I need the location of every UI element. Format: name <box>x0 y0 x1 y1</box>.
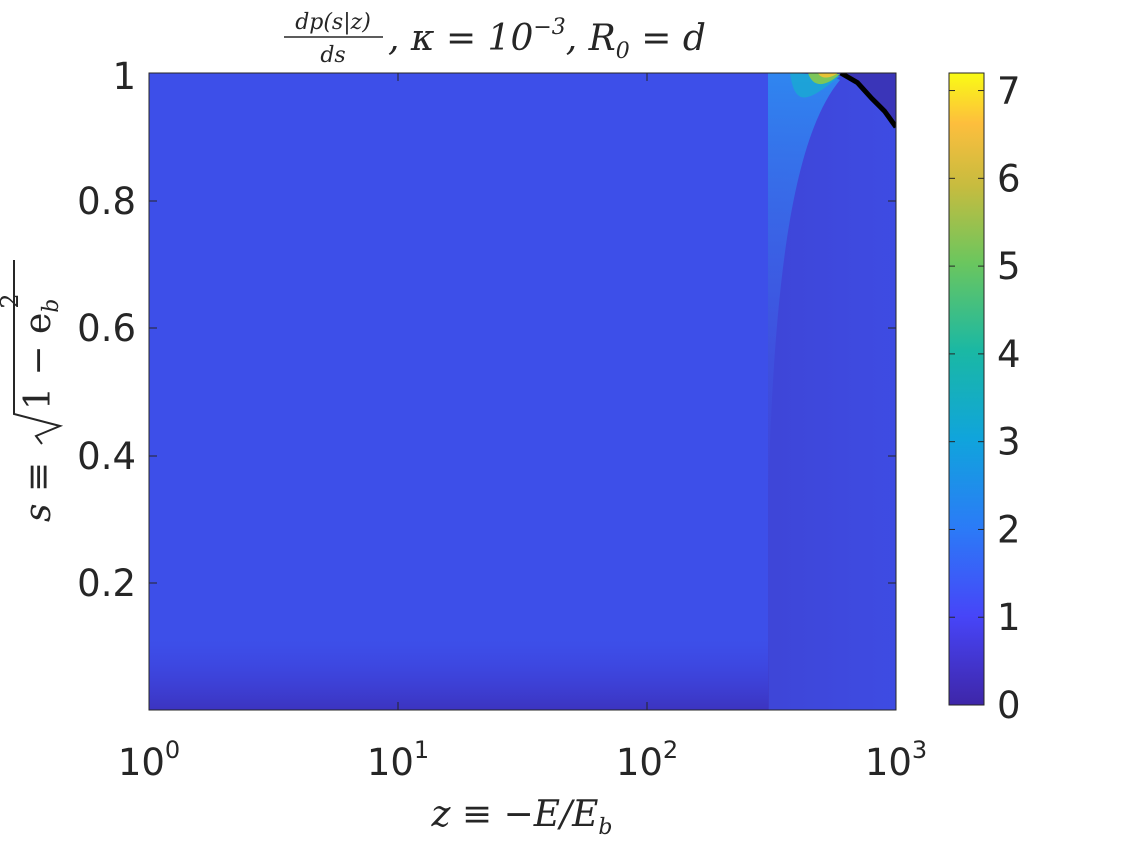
boundary-curve <box>839 73 896 129</box>
y-tick-label: 1 <box>112 55 136 98</box>
colorbar-tick-label: 6 <box>997 157 1021 200</box>
y-tick-0.8: 0.8 <box>77 180 896 223</box>
heatmap-right-cap <box>845 73 896 128</box>
colorbar-tick-label: 4 <box>997 333 1021 376</box>
title-frac-denominator: ds <box>320 43 345 68</box>
x-axis-label: z ≡ −E/Eb <box>431 794 613 840</box>
y-tick-label: 0.2 <box>77 562 136 605</box>
colorbar-tick-label: 7 <box>997 70 1021 113</box>
x-tick-1e3: 103 <box>865 702 927 784</box>
x-tick-label: 103 <box>865 736 927 784</box>
svg-text:1 − eb2: 1 − eb2 <box>0 293 64 410</box>
heatmap-ridge <box>768 73 840 520</box>
heatmap-peak-core <box>818 73 838 78</box>
y-tick-1: 1 <box>112 55 896 98</box>
heatmap <box>149 73 896 710</box>
colorbar: 0 1 2 3 4 5 6 7 <box>948 70 1021 727</box>
title-frac-numerator: dp(s|z) <box>295 10 371 35</box>
y-tick-label: 0.4 <box>77 435 136 478</box>
y-tick-0.6: 0.6 <box>77 307 896 350</box>
y-axis: 0.2 0.4 0.6 0.8 1 <box>77 55 896 605</box>
x-tick-1e1: 101 <box>367 73 429 784</box>
y-tick-0.2: 0.2 <box>77 562 896 605</box>
heatmap-bottom-shade <box>149 640 769 710</box>
colorbar-gradient <box>948 72 985 706</box>
plot-frame <box>148 72 897 711</box>
x-axis: 100 101 102 103 <box>118 73 927 784</box>
x-tick-label: 102 <box>616 736 678 784</box>
svg-text:s ≡: s ≡ <box>18 462 59 522</box>
sqrt-symbol <box>13 260 64 445</box>
colorbar-ticks: 0 1 2 3 4 5 6 7 <box>949 70 1021 727</box>
x-tick-1e2: 102 <box>616 73 678 784</box>
y-tick-0.4: 0.4 <box>77 435 896 478</box>
y-tick-label: 0.6 <box>77 307 136 350</box>
x-tick-label: 100 <box>118 736 180 784</box>
colorbar-tick-label: 1 <box>997 596 1021 639</box>
colorbar-tick-label: 0 <box>997 684 1021 727</box>
colorbar-tick-label: 2 <box>997 508 1021 551</box>
x-tick-label: 101 <box>367 736 429 784</box>
y-tick-label: 0.8 <box>77 180 136 223</box>
colorbar-tick-label: 3 <box>997 421 1021 464</box>
title-kappa: , κ = 10−3, R0 = d <box>388 15 706 64</box>
colorbar-tick-label: 5 <box>997 245 1021 288</box>
y-axis-label: s ≡ 1 − eb2 <box>0 260 64 522</box>
chart-title: dp(s|z) ds , κ = 10−3, R0 = d <box>284 10 706 68</box>
x-tick-1e0: 100 <box>118 702 180 784</box>
